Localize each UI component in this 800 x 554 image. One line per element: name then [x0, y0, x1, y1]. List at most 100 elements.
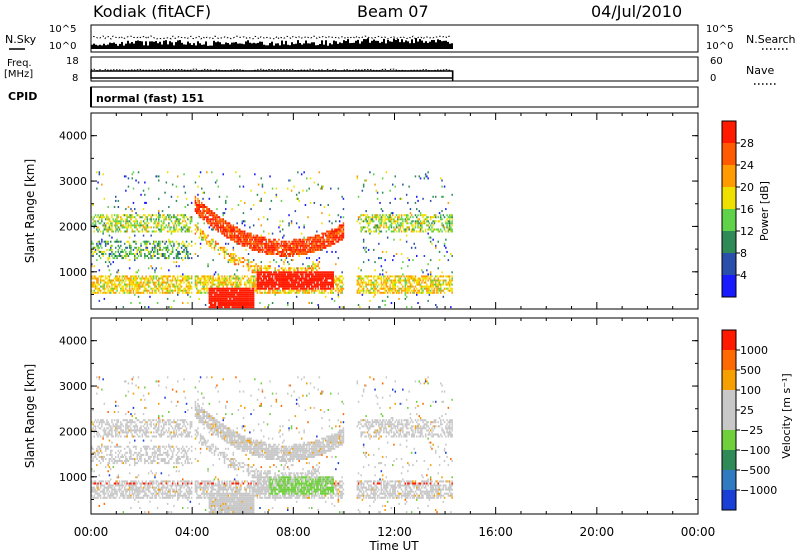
power-cell — [236, 281, 238, 284]
power-cell — [221, 224, 223, 227]
power-cell — [359, 277, 361, 280]
power-cell — [232, 238, 235, 241]
power-cell — [190, 287, 193, 290]
power-cell — [108, 226, 111, 229]
power-cell — [321, 240, 323, 243]
power-cell — [218, 222, 221, 225]
power-cell — [123, 248, 126, 251]
power-cell — [196, 201, 198, 204]
power-cell — [424, 279, 427, 282]
power-cell — [323, 289, 326, 292]
power-cell — [140, 193, 142, 196]
power-cell — [232, 304, 235, 306]
power-cell — [321, 236, 323, 239]
power-cell — [306, 253, 308, 255]
power-cell — [292, 289, 294, 292]
power-cell — [246, 259, 248, 262]
power-cell — [383, 279, 385, 282]
power-cell — [247, 291, 250, 294]
power-cell — [367, 218, 370, 221]
power-cell — [122, 285, 125, 288]
power-cell — [342, 230, 345, 233]
power-cell — [184, 257, 187, 260]
power-cell — [264, 285, 266, 288]
power-cell — [161, 255, 164, 257]
power-cell — [101, 238, 103, 241]
power-cell — [139, 287, 141, 290]
power-cell — [447, 281, 450, 284]
power-cell — [426, 269, 428, 272]
power-cell — [282, 277, 284, 280]
power-cell — [208, 293, 211, 296]
power-cell — [247, 302, 250, 304]
power-cell — [381, 177, 384, 180]
power-cell — [319, 204, 322, 206]
power-cell — [403, 289, 405, 292]
power-cell — [104, 281, 107, 284]
power-cell — [183, 242, 185, 245]
power-cell — [174, 289, 176, 292]
power-cell — [92, 242, 94, 245]
power-cell — [218, 283, 221, 286]
power-cell — [284, 273, 286, 276]
power-cell — [128, 244, 131, 247]
power-cell — [178, 289, 180, 292]
power-cell — [216, 220, 218, 223]
power-cell — [386, 285, 389, 288]
power-cell — [341, 289, 343, 292]
power-cell — [297, 171, 299, 174]
power-cell — [115, 222, 117, 225]
power-cell — [103, 228, 106, 231]
noise-bar — [283, 44, 285, 49]
power-cell — [273, 250, 275, 253]
power-cell — [230, 299, 232, 302]
power-cell — [307, 279, 309, 282]
power-cell — [121, 255, 123, 257]
power-cell — [142, 285, 145, 288]
power-cell — [379, 226, 381, 229]
velocity-cell — [91, 486, 93, 489]
power-cell — [187, 244, 189, 247]
power-cell — [295, 246, 298, 249]
power-cell — [98, 222, 101, 225]
power-cell — [283, 248, 285, 251]
power-cell — [121, 285, 123, 288]
power-cell — [246, 299, 248, 302]
power-cell — [225, 226, 227, 229]
power-cell — [275, 261, 278, 264]
power-cell — [252, 293, 255, 296]
power-cell — [362, 261, 365, 264]
power-cell — [233, 261, 236, 264]
power-cell — [294, 250, 297, 253]
power-cell — [294, 246, 297, 249]
power-cell — [308, 271, 310, 274]
power-cell — [139, 291, 141, 294]
power-cell — [436, 306, 438, 309]
power-cell — [93, 246, 95, 249]
power-cell — [330, 232, 332, 235]
power-cell — [335, 220, 337, 223]
power-cell — [175, 261, 178, 264]
power-cell — [209, 293, 212, 296]
power-cell — [154, 244, 156, 247]
power-cell — [213, 248, 216, 251]
power-cell — [424, 275, 427, 278]
power-cell — [266, 244, 269, 247]
power-cell — [104, 275, 107, 278]
power-cell — [293, 246, 295, 249]
power-cell — [300, 253, 303, 255]
power-cell — [149, 275, 151, 278]
power-cell — [244, 236, 246, 239]
power-cell — [381, 283, 384, 286]
power-cell — [222, 246, 224, 249]
power-cell — [223, 302, 226, 304]
power-cell — [437, 287, 439, 290]
power-cell — [222, 248, 224, 251]
power-cell — [140, 248, 142, 251]
power-cell — [251, 295, 254, 298]
power-cell — [260, 279, 262, 282]
power-cell — [182, 259, 184, 262]
power-cell — [171, 240, 174, 243]
power-cell — [144, 228, 146, 231]
power-cell — [222, 218, 224, 221]
